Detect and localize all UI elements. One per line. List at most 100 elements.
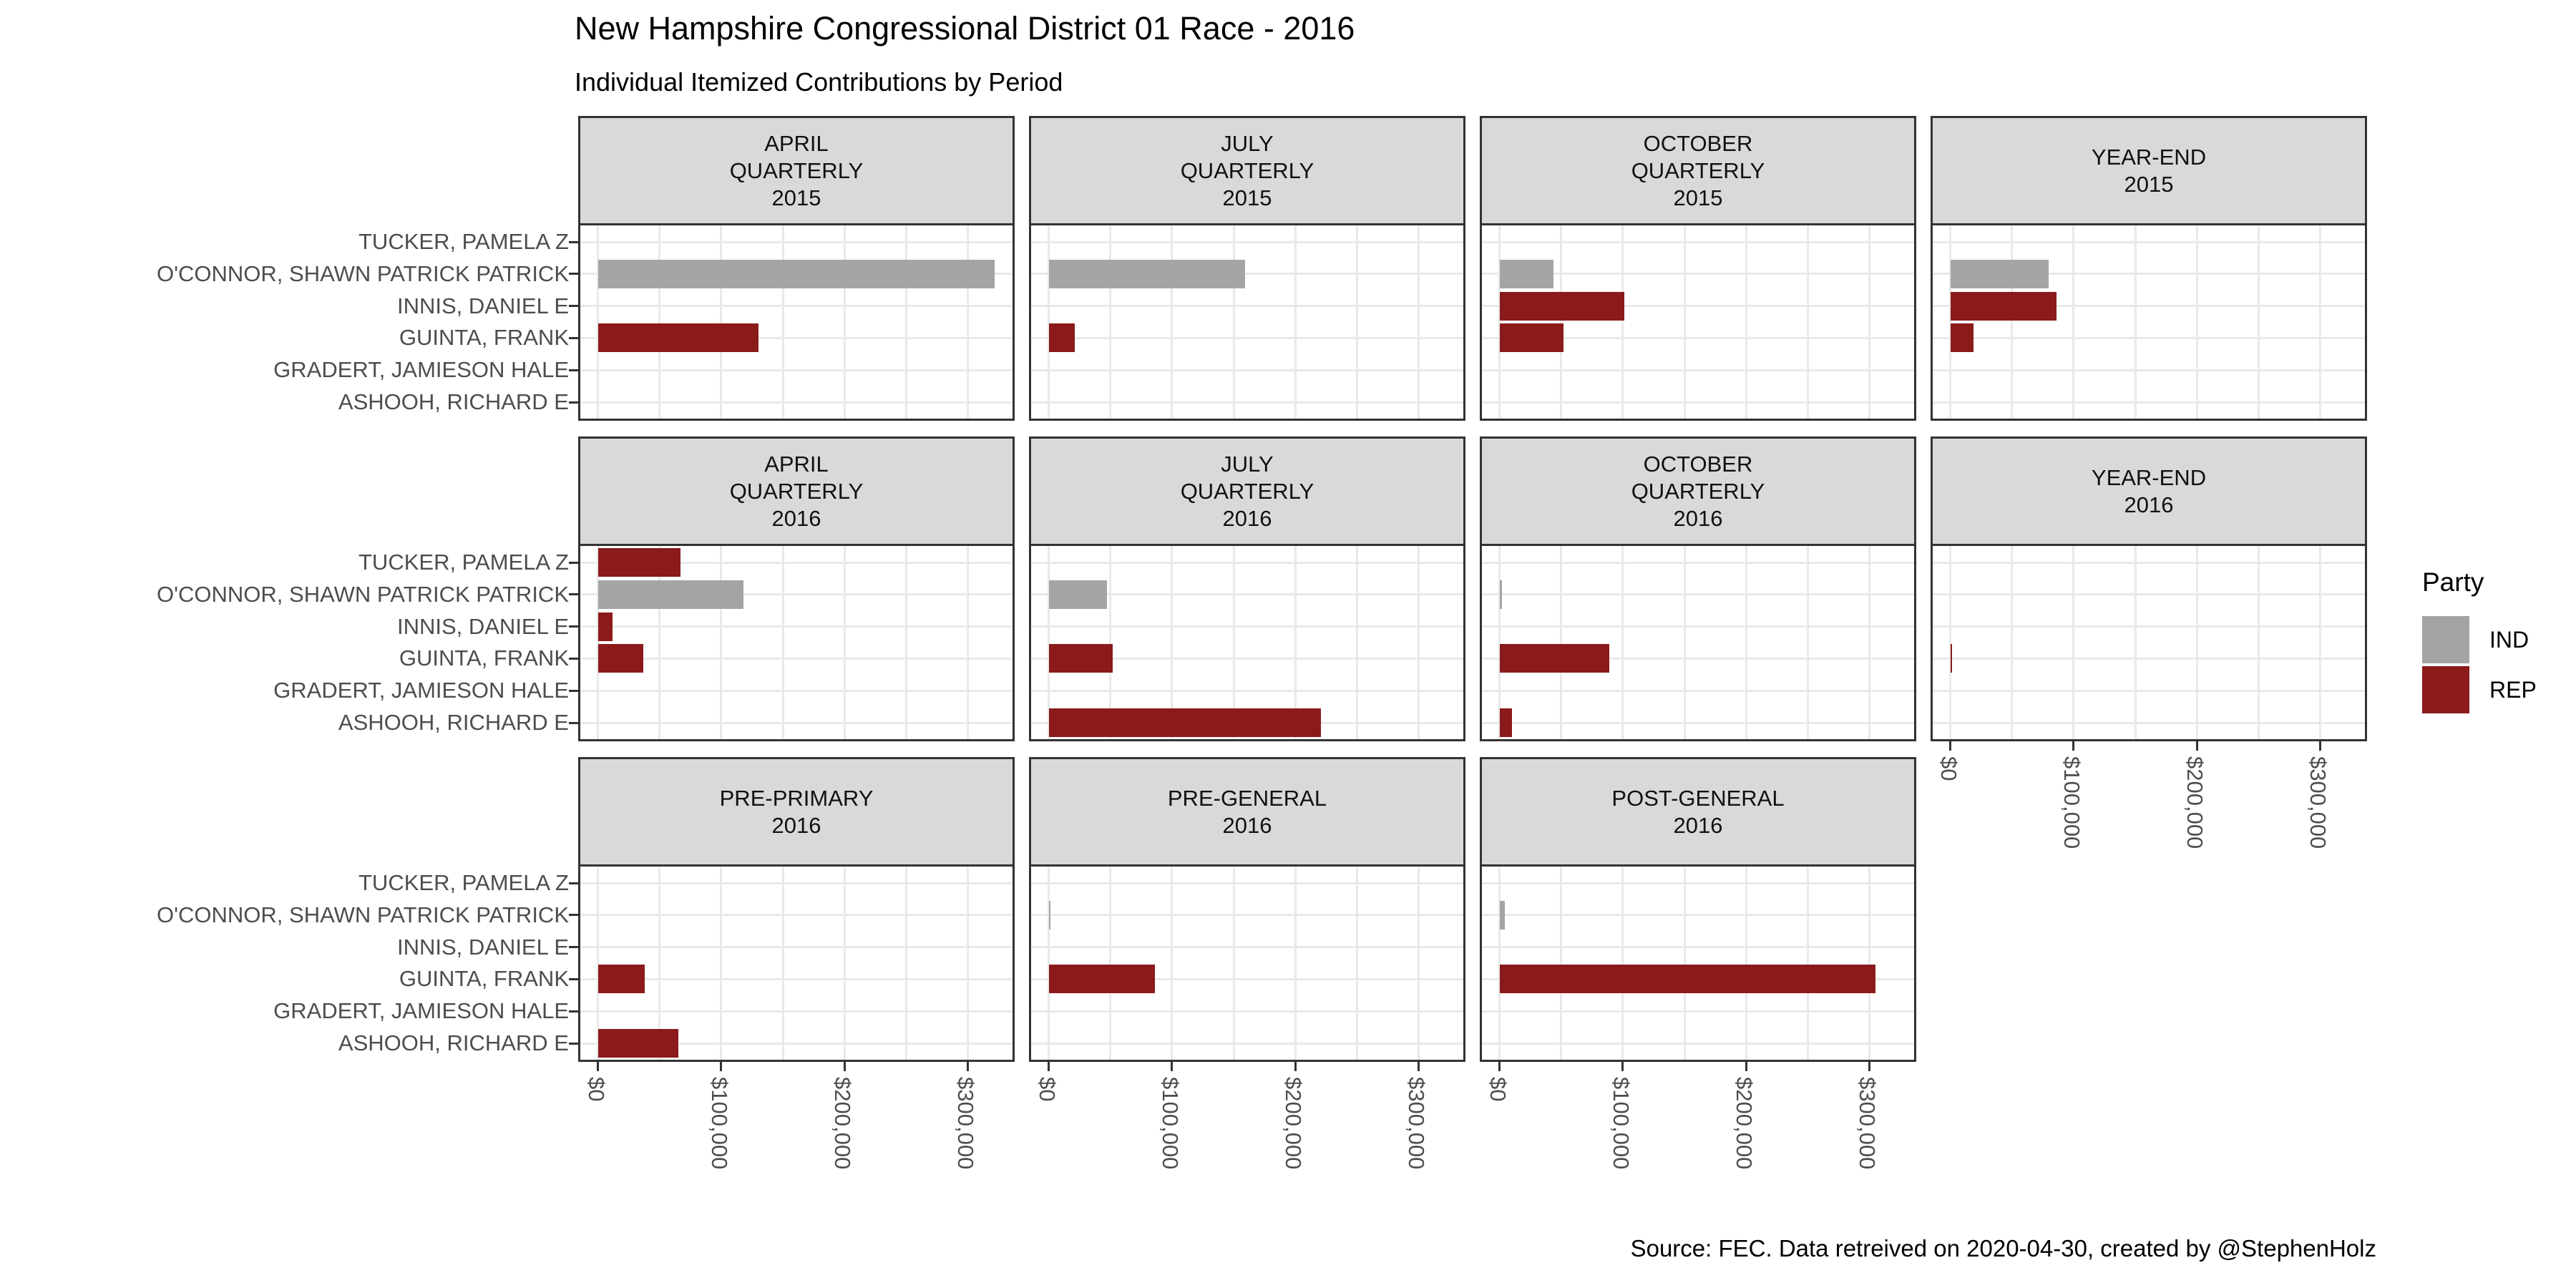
bar — [1499, 323, 1564, 353]
y-tick — [569, 689, 578, 692]
x-tick — [2195, 741, 2198, 751]
gridline — [1171, 546, 1174, 739]
bar — [1499, 259, 1554, 288]
gridline — [580, 882, 1013, 884]
gridline — [1048, 225, 1050, 419]
facet-strip-label: 2016 — [771, 505, 821, 531]
facet-strip: OCTOBER QUARTERLY 2016 — [1480, 436, 1916, 544]
legend-swatch-ind — [2422, 616, 2469, 663]
bar — [1048, 965, 1155, 994]
gridline — [1482, 305, 1914, 308]
facet-strip-label: 2016 — [771, 812, 821, 838]
facet-panel — [1029, 223, 1465, 421]
x-tick — [1048, 1062, 1050, 1071]
x-tick — [1868, 1062, 1870, 1071]
gridline — [2072, 546, 2075, 739]
gridline — [2195, 546, 2198, 739]
facet-strip-label: JULY — [1221, 451, 1274, 477]
x-tick — [1294, 1062, 1297, 1071]
gridline — [1933, 561, 2365, 564]
facet-strip-label: PRE-GENERAL — [1167, 785, 1327, 811]
facet-strip-label: QUARTERLY — [729, 478, 864, 504]
bar — [1048, 644, 1113, 673]
bar — [1048, 900, 1051, 930]
facet-strip-label: QUARTERLY — [1631, 478, 1765, 504]
facet-panel — [1480, 223, 1916, 421]
chart-subtitle: Individual Itemized Contributions by Per… — [575, 67, 1063, 97]
gridline — [1745, 225, 1747, 419]
gridline — [1482, 561, 1914, 564]
gridline — [1031, 1042, 1463, 1045]
gridline — [580, 914, 1013, 917]
gridline — [904, 867, 907, 1060]
gridline — [1031, 305, 1463, 308]
candidate-label: TUCKER, PAMELA Z — [358, 870, 569, 895]
x-tick-label: $100,000 — [1608, 1077, 1634, 1170]
candidate-label: INNIS, DANIEL E — [396, 293, 569, 318]
gridline — [1294, 867, 1297, 1060]
gridline — [580, 1042, 1013, 1045]
y-tick — [569, 273, 578, 275]
gridline — [1031, 689, 1463, 692]
gridline — [1498, 546, 1501, 739]
x-tick — [1745, 1062, 1747, 1071]
gridline — [1031, 369, 1463, 371]
x-tick-label: $300,000 — [1404, 1077, 1430, 1170]
gridline — [720, 867, 723, 1060]
facet-strip-label: POST-GENERAL — [1611, 785, 1785, 811]
facet-strip-label: JULY — [1221, 130, 1274, 156]
candidate-label: GRADERT, JAMIESON HALE — [273, 998, 569, 1024]
gridline — [1031, 977, 1463, 980]
gridline — [580, 689, 1013, 692]
gridline — [597, 867, 600, 1060]
gridline — [2072, 225, 2075, 419]
gridline — [1031, 657, 1463, 660]
x-tick-label: $100,000 — [2059, 756, 2084, 849]
gridline — [1482, 240, 1914, 243]
x-tick — [2318, 741, 2321, 751]
gridline — [1482, 1042, 1914, 1045]
candidate-label: GUINTA, FRANK — [399, 966, 569, 992]
x-tick — [2072, 741, 2075, 751]
gridline — [1933, 336, 2365, 339]
gridline — [2318, 225, 2321, 419]
bar — [1048, 323, 1075, 353]
x-tick — [843, 1062, 846, 1071]
chart-caption: Source: FEC. Data retreived on 2020-04-3… — [1630, 1235, 2376, 1262]
gridline — [1482, 657, 1914, 660]
bar — [597, 1029, 678, 1058]
gridline — [1933, 721, 2365, 724]
gridline — [1482, 401, 1914, 404]
candidate-label: O'CONNOR, SHAWN PATRICK PATRICK — [157, 902, 569, 927]
candidate-label: ASHOOH, RICHARD E — [338, 389, 569, 414]
gridline — [781, 867, 784, 1060]
facet-panel — [1931, 223, 2367, 421]
x-tick — [1498, 1062, 1501, 1071]
gridline — [966, 225, 969, 419]
facet-strip-label: 2016 — [2124, 492, 2174, 517]
candidate-label: O'CONNOR, SHAWN PATRICK PATRICK — [157, 260, 569, 286]
gridline — [843, 225, 846, 419]
y-tick — [569, 1042, 578, 1045]
gridline — [1482, 946, 1914, 949]
facet-strip-label: 2016 — [1673, 505, 1723, 531]
gridline — [1417, 546, 1420, 739]
gridline — [1031, 336, 1463, 339]
facet-strip-label: 2016 — [1222, 505, 1272, 531]
facet-panel — [1480, 544, 1916, 741]
facet-strip: JULY QUARTERLY 2015 — [1029, 116, 1465, 223]
y-tick — [569, 593, 578, 596]
x-tick-label: $300,000 — [953, 1077, 979, 1170]
facet-strip-label: QUARTERLY — [1180, 478, 1314, 504]
bar — [597, 965, 645, 994]
x-tick-label: $200,000 — [1732, 1077, 1757, 1170]
gridline — [658, 867, 661, 1060]
bar — [597, 612, 613, 641]
gridline — [2011, 546, 2014, 739]
legend-title: Party — [2422, 567, 2484, 597]
gridline — [1171, 225, 1174, 419]
candidate-label: GUINTA, FRANK — [399, 325, 569, 351]
facet-strip-label: 2016 — [1222, 812, 1272, 838]
gridline — [580, 240, 1013, 243]
